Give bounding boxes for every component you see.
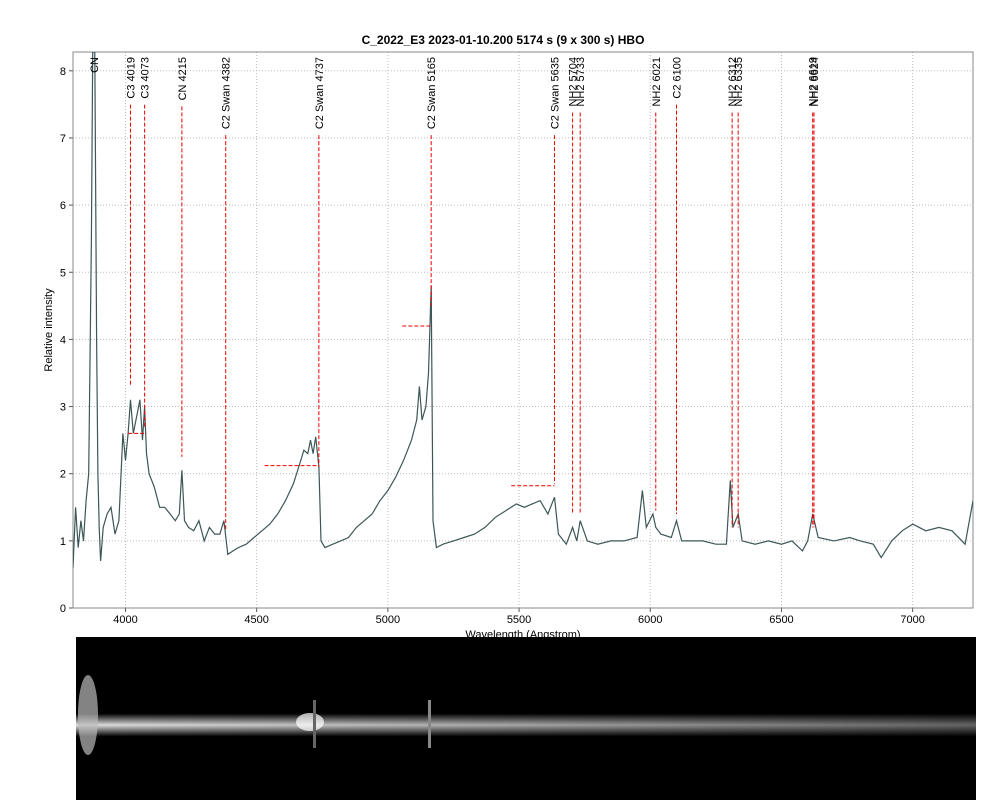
spectrum-line: [73, 52, 973, 568]
line-label: C3 4019: [125, 57, 137, 99]
y-tick-label: 0: [60, 603, 66, 615]
line-label: C2 Swan 4382: [221, 57, 233, 129]
x-tick-label: 4000: [113, 614, 137, 626]
chart-title: C_2022_E3 2023-01-10.200 5174 s (9 x 300…: [362, 33, 645, 47]
line-label: NH2 6335: [733, 57, 745, 107]
line-label: NH2 6619: [808, 57, 820, 107]
x-tick-label: 6500: [769, 614, 793, 626]
line-label: CN 4215: [177, 57, 189, 100]
y-tick-label: 4: [60, 334, 66, 346]
spectrum-image: [76, 637, 976, 800]
x-tick-label: 5000: [376, 614, 400, 626]
line-label: C2 Swan 5165: [426, 57, 438, 129]
y-tick-label: 5: [60, 267, 66, 279]
line-label: C2 6100: [671, 57, 683, 99]
x-tick-label: 4500: [244, 614, 268, 626]
plot-frame: [72, 51, 974, 609]
line-label: NH2 6624: [809, 57, 821, 107]
line-label: CN: [89, 57, 101, 73]
y-tick-label: 8: [60, 66, 66, 78]
x-tick-label: 5500: [507, 614, 531, 626]
line-label: C2 Swan 5635: [549, 57, 561, 129]
line-label: C3 4073: [140, 57, 152, 99]
y-axis-label: Relative intensity: [43, 288, 55, 372]
line-label: NH2 6312: [727, 57, 739, 107]
x-tick-label: 7000: [900, 614, 924, 626]
y-tick-label: 1: [60, 536, 66, 548]
y-tick-label: 6: [60, 200, 66, 212]
line-label: NH2 5704: [568, 57, 580, 107]
line-label: NH2 6021: [651, 57, 663, 107]
line-label: NH2 5733: [575, 57, 587, 107]
x-tick-label: 6000: [638, 614, 662, 626]
y-tick-label: 2: [60, 469, 66, 481]
y-tick-label: 7: [60, 133, 66, 145]
line-label: C2 Swan 4737: [314, 57, 326, 129]
y-tick-label: 3: [60, 402, 66, 414]
